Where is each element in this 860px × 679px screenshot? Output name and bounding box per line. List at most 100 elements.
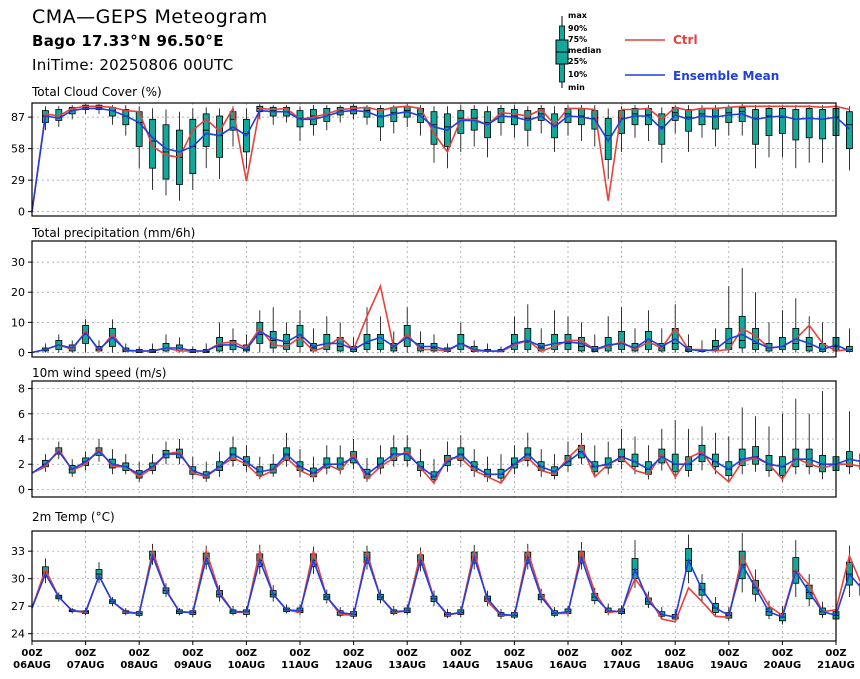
x-tick-label: 00Z — [450, 648, 471, 659]
legend-box-label: 10% — [568, 70, 587, 79]
x-tick-label: 00Z — [182, 648, 203, 659]
x-tick-label: 00Z — [611, 648, 632, 659]
y-tick-label: 30 — [11, 256, 25, 269]
x-tick-date: 16AUG — [549, 660, 587, 671]
x-tick-date: 21AUG — [817, 660, 855, 671]
panel-frame — [31, 380, 837, 498]
box-iqr — [618, 330, 625, 350]
y-tick-label: 8 — [18, 383, 25, 396]
box-iqr — [752, 109, 759, 145]
box-iqr — [819, 109, 826, 140]
ctrl-line — [31, 548, 860, 623]
legend-ctrl-label: Ctrl — [673, 33, 698, 47]
box-iqr — [524, 327, 532, 350]
ctrl-line — [31, 105, 850, 212]
box-iqr — [765, 108, 773, 136]
legend-box-label: median — [568, 46, 602, 55]
panel-frame — [31, 102, 837, 217]
panel-frame — [31, 530, 837, 642]
panel-title: 2m Temp (°C) — [32, 510, 115, 524]
y-tick-label: 29 — [11, 174, 25, 187]
x-tick-label: 00Z — [825, 648, 846, 659]
box-iqr — [846, 111, 853, 150]
x-tick-date: 11AUG — [281, 660, 319, 671]
box-iqr — [685, 109, 692, 132]
panel-title: Total Cloud Cover (%) — [31, 85, 162, 99]
box-iqr — [376, 334, 384, 350]
legend-box-label: max — [568, 11, 588, 20]
box-iqr — [376, 457, 384, 469]
box-iqr — [323, 457, 331, 469]
x-tick-date: 20AUG — [764, 660, 802, 671]
x-tick-date: 19AUG — [710, 660, 748, 671]
ctrl-line — [31, 443, 860, 485]
box-iqr — [551, 334, 558, 350]
box-iqr — [712, 108, 719, 130]
x-tick-date: 10AUG — [228, 660, 266, 671]
box-iqr — [537, 108, 545, 121]
y-tick-label: 30 — [11, 573, 25, 586]
box-iqr — [752, 327, 759, 350]
x-tick-date: 14AUG — [442, 660, 480, 671]
panel-title: 10m wind speed (m/s) — [32, 366, 166, 380]
legend-box-label: 90% — [568, 24, 587, 33]
x-tick-date: 13AUG — [388, 660, 426, 671]
box-iqr — [403, 324, 411, 347]
box-iqr — [779, 337, 786, 350]
y-tick-label: 6 — [18, 408, 25, 421]
legend-box-label: min — [568, 83, 585, 92]
x-tick-date: 06AUG — [13, 660, 51, 671]
box-iqr — [618, 448, 625, 463]
y-tick-label: 20 — [11, 286, 25, 299]
x-tick-label: 00Z — [665, 648, 686, 659]
legend-box-label: 75% — [568, 35, 587, 44]
ensemble-mean-line — [31, 107, 850, 212]
box-iqr — [738, 448, 746, 466]
y-tick-label: 2 — [18, 458, 25, 471]
page-title: CMA—GEPS Meteogram — [32, 6, 268, 28]
y-tick-label: 24 — [11, 628, 25, 641]
x-tick-label: 00Z — [504, 648, 525, 659]
y-tick-label: 87 — [11, 111, 25, 124]
ensemble-mean-line — [31, 450, 860, 478]
y-tick-label: 0 — [18, 346, 25, 359]
x-tick-label: 00Z — [129, 648, 150, 659]
x-tick-label: 00Z — [343, 648, 364, 659]
y-tick-label: 33 — [11, 545, 25, 558]
x-tick-label: 00Z — [21, 648, 42, 659]
x-tick-label: 00Z — [397, 648, 418, 659]
x-tick-label: 00Z — [289, 648, 310, 659]
box-iqr — [457, 334, 465, 350]
box-iqr — [430, 471, 438, 480]
x-tick-label: 00Z — [772, 648, 793, 659]
x-tick-date: 08AUG — [120, 660, 158, 671]
x-tick-date: 15AUG — [496, 660, 534, 671]
box-iqr — [779, 108, 786, 134]
x-tick-date: 17AUG — [603, 660, 641, 671]
legend-box-label: 25% — [568, 57, 587, 66]
x-tick-label: 00Z — [75, 648, 96, 659]
box-iqr — [805, 448, 813, 468]
y-tick-label: 27 — [11, 600, 25, 613]
ensemble-mean-line — [31, 553, 860, 619]
y-tick-label: 0 — [18, 206, 25, 219]
y-tick-label: 58 — [11, 143, 25, 156]
box-iqr — [752, 446, 759, 465]
x-tick-label: 00Z — [718, 648, 739, 659]
location-label: Bago 17.33°N 96.50°E — [32, 32, 224, 50]
y-tick-label: 10 — [11, 316, 25, 329]
y-tick-label: 4 — [18, 433, 25, 446]
box-iqr — [216, 115, 224, 158]
box-iqr — [510, 334, 518, 350]
ensemble-mean-line — [31, 330, 850, 354]
x-tick-date: 09AUG — [174, 660, 212, 671]
init-time-label: IniTime: 20250806 00UTC — [32, 56, 234, 74]
x-tick-label: 00Z — [236, 648, 257, 659]
x-tick-date: 18AUG — [656, 660, 694, 671]
box-iqr — [149, 118, 157, 169]
box-iqr — [323, 334, 331, 350]
panel-title: Total precipitation (mm/6h) — [31, 226, 195, 240]
x-tick-date: 07AUG — [67, 660, 105, 671]
x-tick-date: 12AUG — [335, 660, 373, 671]
